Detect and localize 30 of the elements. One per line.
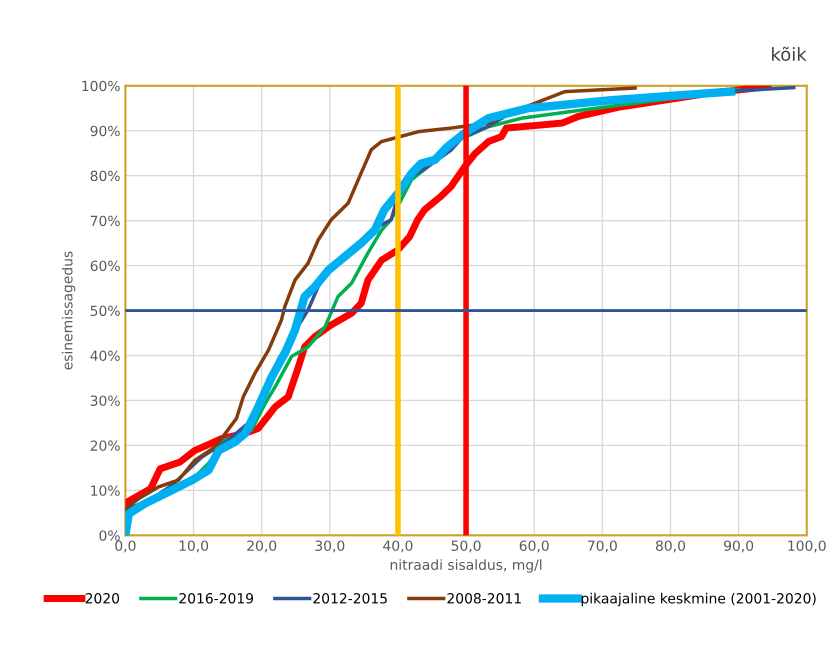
y-tick-label: 50%: [90, 306, 120, 316]
x-tick-label: 100,0: [788, 540, 826, 552]
y-tick-label: 0%: [99, 530, 120, 541]
legend-label: 2012-2015: [313, 593, 387, 604]
legend-label: pikaajaline keskmine (2001-2020): [582, 592, 816, 606]
legend-label: 2008-2011: [447, 593, 521, 604]
legend-label: 2020: [86, 593, 120, 604]
x-tick-label: 0,0: [115, 540, 136, 552]
x-tick-label: 70,0: [588, 540, 617, 552]
y-axis-title: esinemissagedus: [62, 251, 76, 370]
x-tick-label: 10,0: [180, 540, 208, 552]
x-tick-label: 20,0: [247, 540, 276, 552]
x-tick-label: 80,0: [656, 540, 686, 552]
y-tick-label: 40%: [90, 350, 120, 361]
x-tick-label: 60,0: [520, 540, 549, 552]
chart-title: kõik: [772, 46, 807, 62]
y-tick-label: 20%: [90, 440, 120, 451]
x-tick-label: 30,0: [315, 540, 344, 552]
y-tick-label: 90%: [90, 126, 120, 136]
y-tick-label: 80%: [90, 170, 120, 182]
y-tick-label: 70%: [90, 216, 120, 226]
x-tick-label: 50,0: [452, 540, 481, 552]
y-tick-label: 100%: [82, 80, 120, 92]
x-tick-label: 90,0: [724, 540, 754, 552]
y-tick-label: 30%: [90, 395, 120, 406]
x-tick-label: 40,0: [383, 540, 412, 552]
legend-label: 2016-2019: [179, 593, 254, 604]
y-tick-label: 60%: [90, 260, 120, 272]
x-axis-title: nitraadi sisaldus, mg/l: [390, 559, 542, 573]
y-tick-label: 10%: [91, 485, 120, 496]
